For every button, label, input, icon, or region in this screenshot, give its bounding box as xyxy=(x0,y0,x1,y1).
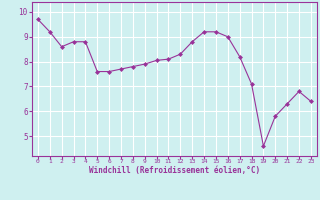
X-axis label: Windchill (Refroidissement éolien,°C): Windchill (Refroidissement éolien,°C) xyxy=(89,166,260,175)
